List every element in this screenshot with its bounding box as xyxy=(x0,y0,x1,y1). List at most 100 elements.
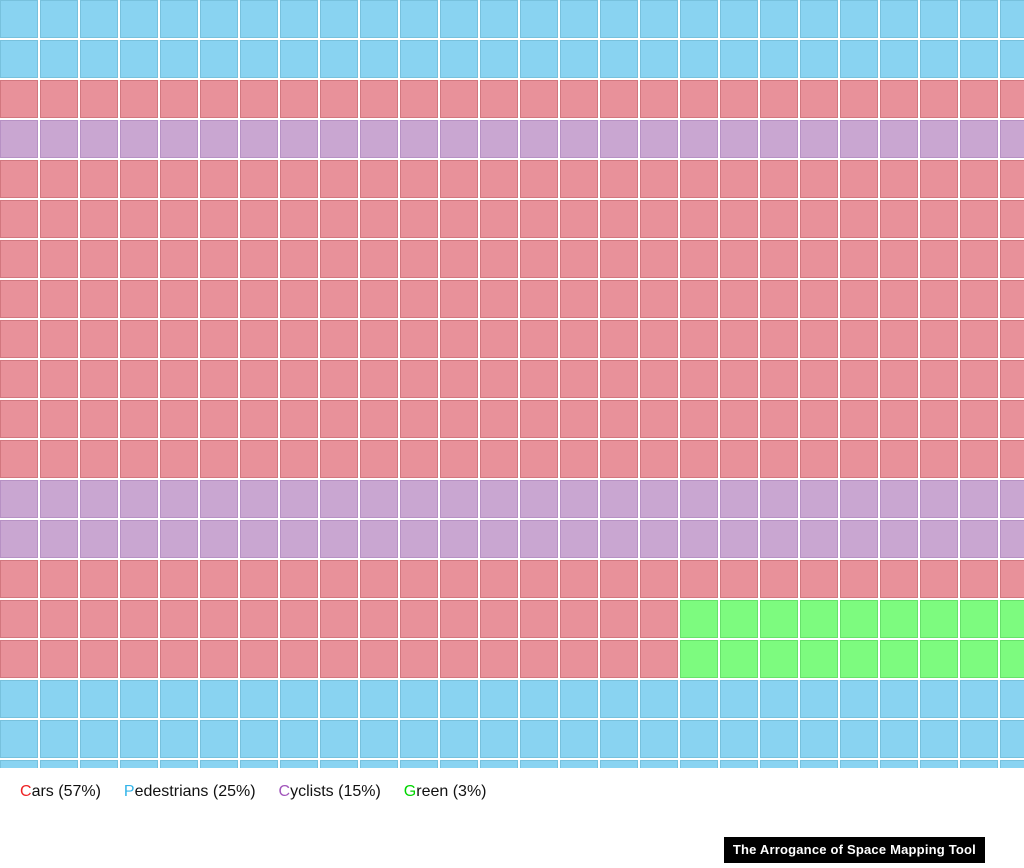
grid-cell-cars[interactable] xyxy=(560,200,598,238)
grid-cell-cyclists[interactable] xyxy=(640,520,678,558)
grid-cell-cars[interactable] xyxy=(1000,320,1024,358)
grid-cell-cars[interactable] xyxy=(40,400,78,438)
grid-cell-cars[interactable] xyxy=(240,160,278,198)
grid-cell-cars[interactable] xyxy=(600,280,638,318)
grid-cell-pedestrians[interactable] xyxy=(360,760,398,768)
grid-cell-pedestrians[interactable] xyxy=(480,40,518,78)
grid-cell-pedestrians[interactable] xyxy=(120,40,158,78)
grid-cell-pedestrians[interactable] xyxy=(160,760,198,768)
grid-cell-pedestrians[interactable] xyxy=(560,680,598,718)
grid-cell-cars[interactable] xyxy=(600,80,638,118)
grid-cell-pedestrians[interactable] xyxy=(640,760,678,768)
grid-cell-cars[interactable] xyxy=(0,400,38,438)
grid-cell-cars[interactable] xyxy=(280,160,318,198)
grid-cell-cars[interactable] xyxy=(960,360,998,398)
grid-cell-cars[interactable] xyxy=(760,200,798,238)
grid-cell-cars[interactable] xyxy=(440,640,478,678)
grid-cell-green[interactable] xyxy=(880,600,918,638)
grid-cell-cars[interactable] xyxy=(800,240,838,278)
grid-cell-cars[interactable] xyxy=(120,200,158,238)
grid-cell-cars[interactable] xyxy=(920,360,958,398)
grid-cell-cars[interactable] xyxy=(120,360,158,398)
grid-cell-cars[interactable] xyxy=(440,360,478,398)
grid-cell-green[interactable] xyxy=(920,600,958,638)
grid-cell-cars[interactable] xyxy=(440,240,478,278)
grid-cell-cyclists[interactable] xyxy=(640,480,678,518)
grid-cell-pedestrians[interactable] xyxy=(600,720,638,758)
grid-cell-cars[interactable] xyxy=(280,560,318,598)
grid-cell-pedestrians[interactable] xyxy=(80,0,118,38)
grid-cell-pedestrians[interactable] xyxy=(0,760,38,768)
grid-cell-green[interactable] xyxy=(960,600,998,638)
grid-cell-cars[interactable] xyxy=(80,440,118,478)
grid-cell-cars[interactable] xyxy=(320,640,358,678)
grid-cell-cars[interactable] xyxy=(680,360,718,398)
grid-cell-cars[interactable] xyxy=(840,320,878,358)
grid-cell-pedestrians[interactable] xyxy=(400,680,438,718)
grid-cell-cars[interactable] xyxy=(880,400,918,438)
grid-cell-pedestrians[interactable] xyxy=(800,680,838,718)
grid-cell-cars[interactable] xyxy=(400,200,438,238)
grid-cell-pedestrians[interactable] xyxy=(40,40,78,78)
grid-cell-cars[interactable] xyxy=(320,280,358,318)
grid-cell-pedestrians[interactable] xyxy=(800,720,838,758)
grid-cell-cyclists[interactable] xyxy=(400,520,438,558)
grid-cell-cyclists[interactable] xyxy=(320,480,358,518)
grid-cell-cars[interactable] xyxy=(920,160,958,198)
grid-cell-green[interactable] xyxy=(800,640,838,678)
grid-cell-cyclists[interactable] xyxy=(440,520,478,558)
grid-cell-cyclists[interactable] xyxy=(560,120,598,158)
grid-cell-cars[interactable] xyxy=(240,400,278,438)
grid-cell-cyclists[interactable] xyxy=(520,480,558,518)
grid-cell-cars[interactable] xyxy=(520,160,558,198)
grid-cell-pedestrians[interactable] xyxy=(320,680,358,718)
grid-cell-cars[interactable] xyxy=(680,560,718,598)
grid-cell-cars[interactable] xyxy=(440,160,478,198)
grid-cell-cars[interactable] xyxy=(560,600,598,638)
grid-cell-cars[interactable] xyxy=(160,280,198,318)
grid-cell-pedestrians[interactable] xyxy=(0,680,38,718)
grid-cell-cars[interactable] xyxy=(280,360,318,398)
grid-cell-cars[interactable] xyxy=(760,400,798,438)
grid-cell-cars[interactable] xyxy=(80,200,118,238)
grid-cell-pedestrians[interactable] xyxy=(0,40,38,78)
grid-cell-pedestrians[interactable] xyxy=(1000,40,1024,78)
grid-cell-pedestrians[interactable] xyxy=(80,760,118,768)
grid-cell-cars[interactable] xyxy=(1000,360,1024,398)
grid-cell-pedestrians[interactable] xyxy=(1000,0,1024,38)
grid-cell-cars[interactable] xyxy=(720,560,758,598)
grid-cell-cars[interactable] xyxy=(80,280,118,318)
grid-cell-cyclists[interactable] xyxy=(360,120,398,158)
grid-cell-cyclists[interactable] xyxy=(760,120,798,158)
grid-cell-cars[interactable] xyxy=(280,80,318,118)
grid-cell-cars[interactable] xyxy=(440,200,478,238)
grid-cell-cyclists[interactable] xyxy=(920,520,958,558)
grid-cell-cars[interactable] xyxy=(680,160,718,198)
grid-cell-cyclists[interactable] xyxy=(960,520,998,558)
grid-cell-cars[interactable] xyxy=(800,160,838,198)
grid-cell-pedestrians[interactable] xyxy=(800,40,838,78)
grid-cell-cars[interactable] xyxy=(480,560,518,598)
grid-cell-cars[interactable] xyxy=(600,320,638,358)
grid-cell-cars[interactable] xyxy=(280,280,318,318)
grid-cell-cars[interactable] xyxy=(440,560,478,598)
grid-cell-cars[interactable] xyxy=(120,240,158,278)
grid-cell-cars[interactable] xyxy=(880,200,918,238)
grid-cell-cars[interactable] xyxy=(80,320,118,358)
grid-cell-cars[interactable] xyxy=(920,80,958,118)
grid-cell-pedestrians[interactable] xyxy=(960,720,998,758)
grid-cell-cyclists[interactable] xyxy=(40,480,78,518)
grid-cell-cars[interactable] xyxy=(920,320,958,358)
grid-cell-pedestrians[interactable] xyxy=(600,0,638,38)
grid-cell-cars[interactable] xyxy=(40,280,78,318)
grid-cell-pedestrians[interactable] xyxy=(520,680,558,718)
grid-cell-cars[interactable] xyxy=(480,160,518,198)
grid-cell-cars[interactable] xyxy=(400,320,438,358)
grid-cell-pedestrians[interactable] xyxy=(120,760,158,768)
grid-cell-cars[interactable] xyxy=(480,640,518,678)
grid-cell-pedestrians[interactable] xyxy=(200,680,238,718)
grid-cell-cyclists[interactable] xyxy=(480,520,518,558)
grid-cell-cars[interactable] xyxy=(840,360,878,398)
grid-cell-cars[interactable] xyxy=(240,640,278,678)
grid-cell-pedestrians[interactable] xyxy=(160,40,198,78)
